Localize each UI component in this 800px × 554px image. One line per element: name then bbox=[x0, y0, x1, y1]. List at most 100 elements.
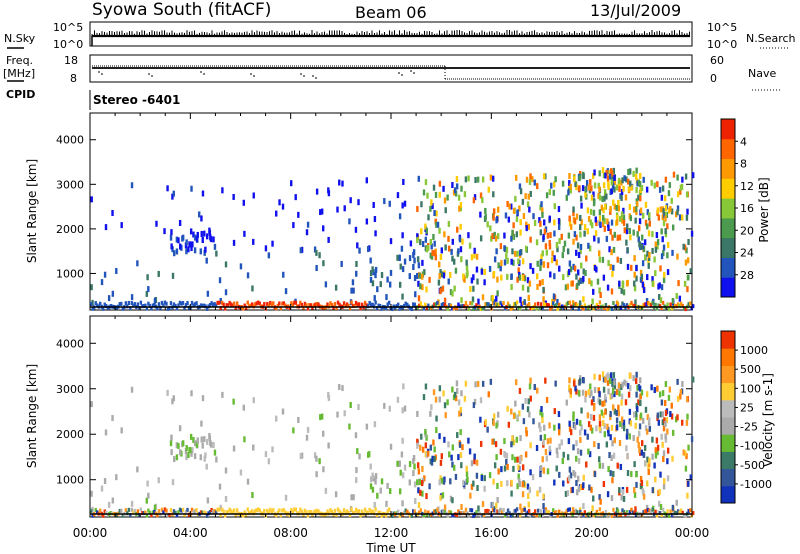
velocity-ground-echo bbox=[300, 509, 304, 514]
power-echo bbox=[115, 267, 118, 274]
velocity-echo bbox=[608, 374, 611, 381]
power-panel-frame bbox=[89, 112, 693, 311]
power-echo bbox=[620, 287, 623, 294]
power-ground-echo bbox=[678, 303, 681, 308]
velocity-echo bbox=[579, 429, 582, 436]
velocity-echo bbox=[635, 481, 638, 488]
velocity-echo bbox=[505, 452, 509, 459]
power-echo bbox=[239, 263, 243, 270]
power-ground-echo bbox=[646, 301, 650, 306]
power-echo bbox=[601, 221, 605, 228]
velocity-echo bbox=[417, 468, 421, 475]
power-echo bbox=[671, 224, 675, 231]
velocity-ground-echo bbox=[336, 507, 340, 512]
power-echo bbox=[376, 286, 379, 293]
power-echo bbox=[582, 296, 585, 303]
velocity-ground-echo bbox=[366, 511, 370, 516]
nave-glitch bbox=[250, 73, 255, 77]
velocity-echo bbox=[505, 459, 508, 466]
power-echo bbox=[656, 239, 660, 246]
velocity-ground-echo bbox=[190, 507, 194, 512]
velocity-echo bbox=[336, 411, 339, 418]
x-tick-label: 00:00 bbox=[73, 526, 108, 540]
power-echo bbox=[438, 261, 441, 268]
power-echo bbox=[91, 299, 94, 306]
power-echo bbox=[595, 220, 598, 227]
velocity-echo bbox=[653, 387, 656, 394]
velocity-echo bbox=[518, 455, 522, 462]
power-ground-echo bbox=[105, 304, 108, 309]
power-ylabel: Slant Range [km] bbox=[25, 159, 39, 263]
velocity-ground-echo bbox=[210, 507, 213, 512]
velocity-echo bbox=[527, 501, 530, 508]
velocity-echo bbox=[584, 396, 587, 403]
power-echo bbox=[659, 297, 663, 304]
power-echo bbox=[190, 185, 193, 192]
colorbar-tick-label: 12 bbox=[740, 180, 754, 193]
power-ground-echo bbox=[523, 300, 526, 305]
power-echo bbox=[499, 265, 502, 272]
freq-tick-low: 8 bbox=[70, 72, 77, 85]
nave-label: Nave bbox=[748, 67, 776, 80]
velocity-ground-echo bbox=[184, 509, 188, 514]
velocity-ground-echo bbox=[106, 512, 109, 517]
power-echo bbox=[430, 199, 433, 206]
velocity-ground-echo bbox=[231, 510, 234, 515]
power-echo bbox=[519, 229, 522, 236]
power-echo bbox=[448, 245, 451, 252]
velocity-ground-echo bbox=[293, 507, 296, 512]
velocity-ground-echo bbox=[448, 509, 451, 514]
power-echo bbox=[371, 280, 375, 287]
velocity-echo bbox=[470, 483, 474, 490]
velocity-echo bbox=[175, 442, 179, 449]
velocity-echo bbox=[648, 457, 651, 464]
power-echo bbox=[579, 224, 582, 231]
velocity-echo bbox=[473, 398, 477, 405]
velocity-ground-echo bbox=[219, 512, 222, 517]
power-ground-echo bbox=[530, 306, 534, 311]
power-echo bbox=[246, 272, 250, 279]
velocity-echo bbox=[189, 447, 192, 454]
power-ground-echo bbox=[419, 301, 422, 306]
velocity-echo bbox=[553, 424, 556, 431]
power-ground-echo bbox=[491, 301, 495, 306]
power-echo bbox=[572, 238, 575, 245]
power-echo bbox=[300, 246, 304, 253]
velocity-echo bbox=[252, 444, 255, 451]
velocity-echo bbox=[466, 476, 469, 483]
velocity-echo bbox=[597, 442, 600, 449]
power-echo bbox=[475, 266, 479, 273]
power-echo bbox=[90, 284, 93, 291]
power-echo bbox=[529, 173, 532, 180]
velocity-echo bbox=[195, 441, 199, 448]
power-echo bbox=[648, 251, 651, 258]
velocity-echo bbox=[479, 397, 483, 404]
power-echo bbox=[619, 257, 623, 264]
power-echo bbox=[651, 276, 654, 283]
power-echo bbox=[654, 241, 657, 248]
power-echo bbox=[417, 280, 420, 287]
velocity-ground-echo bbox=[157, 509, 161, 514]
velocity-echo bbox=[610, 392, 613, 399]
colorbar-segment bbox=[721, 178, 735, 199]
power-echo bbox=[264, 245, 268, 252]
velocity-echo bbox=[209, 441, 213, 448]
velocity-echo bbox=[480, 474, 484, 481]
power-echo bbox=[508, 203, 511, 210]
velocity-echo bbox=[166, 389, 169, 396]
velocity-echo bbox=[199, 454, 202, 461]
power-echo bbox=[420, 273, 424, 280]
colorbar-segment bbox=[721, 365, 735, 384]
power-echo bbox=[594, 216, 597, 223]
power-echo bbox=[531, 176, 534, 183]
velocity-echo bbox=[593, 373, 596, 380]
velocity-echo bbox=[573, 380, 576, 387]
power-echo bbox=[629, 180, 632, 187]
velocity-echo bbox=[208, 433, 211, 440]
power-echo bbox=[543, 219, 546, 226]
velocity-echo bbox=[634, 378, 638, 385]
velocity-ground-echo bbox=[515, 507, 519, 512]
power-echo bbox=[420, 228, 423, 235]
power-echo bbox=[449, 272, 452, 279]
velocity-ground-echo bbox=[604, 509, 608, 514]
